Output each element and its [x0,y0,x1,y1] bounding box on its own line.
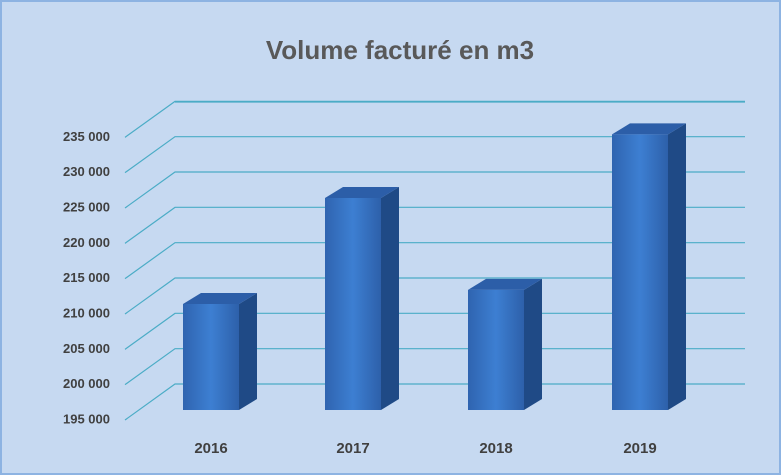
bar-side [239,293,257,410]
grid-line [124,312,745,350]
y-tick-label: 200 000 [63,376,110,391]
grid-line [124,171,745,209]
y-tick-label: 225 000 [63,199,110,214]
y-tick-label: 220 000 [63,235,110,250]
bar-top [612,123,686,135]
x-tick-label: 2017 [336,440,369,457]
bar-side [524,278,542,410]
bar-top [325,187,399,198]
bar-top [183,293,257,304]
bar-top [468,278,542,290]
y-tick-label: 205 000 [63,341,110,356]
chart-title: Volume facturé en m3 [266,35,534,65]
grid-line [124,383,745,421]
x-tick-label: 2016 [194,440,227,457]
y-tick-label: 215 000 [63,270,110,285]
y-tick-label: 210 000 [63,305,110,320]
grid-line [124,242,745,280]
grid-line [124,100,745,138]
bar [468,289,524,410]
x-tick-label: 2018 [479,440,512,457]
bar-side [668,123,686,411]
grid-line [124,277,745,315]
bar [325,198,381,410]
bar-side [381,187,399,410]
grid-line [124,348,745,386]
grid-line [124,136,745,174]
x-tick-label: 2019 [623,440,656,457]
y-tick-label: 235 000 [63,129,110,144]
grid-line [124,206,745,244]
y-tick-label: 230 000 [63,164,110,179]
bar [612,134,668,410]
y-tick-label: 195 000 [63,411,110,426]
bar [183,304,239,410]
